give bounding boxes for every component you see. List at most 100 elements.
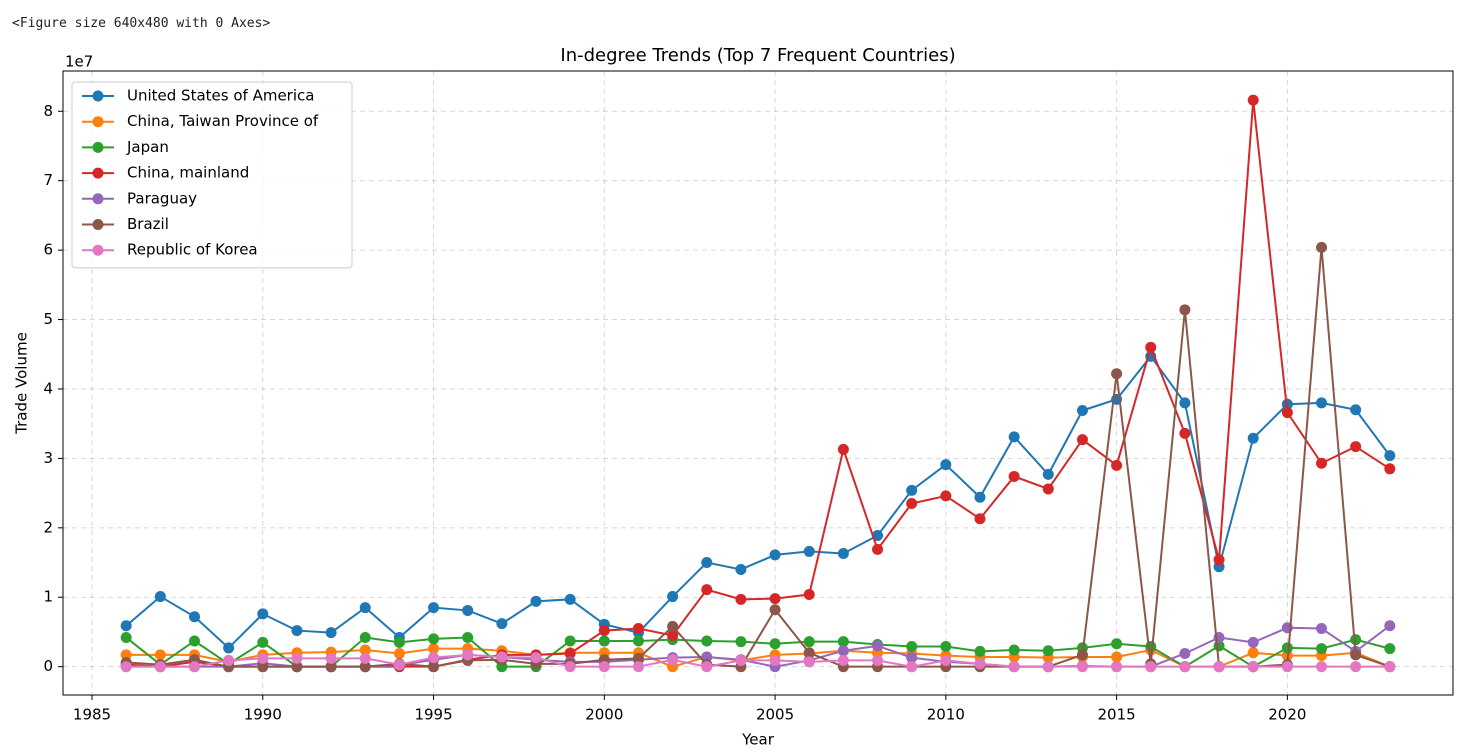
legend-marker	[92, 244, 104, 256]
data-point	[667, 629, 679, 641]
data-point	[1111, 368, 1123, 380]
data-point	[1213, 661, 1225, 673]
data-point	[1179, 397, 1191, 409]
data-point	[428, 633, 440, 645]
data-point	[496, 618, 508, 630]
data-point	[1384, 450, 1396, 462]
data-point	[393, 636, 405, 648]
data-point	[257, 636, 269, 648]
legend-box	[71, 81, 353, 269]
data-point	[359, 652, 371, 664]
data-point	[564, 593, 576, 605]
data-point	[1076, 434, 1088, 446]
data-point	[564, 647, 576, 659]
data-point	[325, 652, 337, 664]
data-point	[188, 661, 200, 673]
data-point	[1247, 94, 1259, 106]
data-point	[257, 608, 269, 620]
data-point	[837, 636, 849, 648]
data-point	[223, 654, 235, 666]
x-tick-label: 1995	[414, 706, 452, 724]
data-point	[803, 588, 815, 600]
data-point	[462, 632, 474, 644]
legend-marker	[92, 116, 104, 128]
notebook-output: <Figure size 640x480 with 0 Axes>	[12, 16, 271, 31]
data-point	[1384, 661, 1396, 673]
data-point	[598, 661, 610, 673]
data-point	[1042, 468, 1054, 480]
data-point	[906, 498, 918, 510]
data-point	[769, 654, 781, 666]
data-point	[1111, 638, 1123, 650]
data-point	[974, 645, 986, 657]
data-point	[701, 635, 713, 647]
data-point	[735, 593, 747, 605]
data-point	[1179, 661, 1191, 673]
series-line	[126, 247, 1391, 668]
data-point	[1179, 304, 1191, 316]
data-point	[1350, 649, 1362, 661]
data-point	[632, 661, 644, 673]
data-point	[906, 484, 918, 496]
data-point	[769, 549, 781, 561]
data-point	[496, 651, 508, 663]
data-point	[1076, 404, 1088, 416]
data-point	[974, 491, 986, 503]
y-tick-label: 2	[43, 518, 53, 536]
data-point	[1247, 661, 1259, 673]
data-point	[906, 652, 918, 664]
data-point	[120, 661, 132, 673]
data-point	[188, 635, 200, 647]
data-point	[1316, 643, 1328, 655]
data-point	[1111, 459, 1123, 471]
data-point	[632, 635, 644, 647]
legend-marker	[92, 90, 104, 102]
y-tick-label: 4	[43, 379, 53, 397]
data-point	[154, 591, 166, 603]
data-point	[872, 654, 884, 666]
data-point	[735, 636, 747, 648]
data-point	[701, 651, 713, 663]
data-point	[598, 625, 610, 637]
data-point	[803, 647, 815, 659]
data-point	[1316, 457, 1328, 469]
data-point	[325, 661, 337, 673]
legend-label: China, mainland	[127, 164, 249, 182]
data-point	[1145, 341, 1157, 353]
data-point	[1076, 649, 1088, 661]
data-point	[837, 443, 849, 455]
data-point	[428, 602, 440, 614]
data-point	[428, 652, 440, 664]
legend-label: Brazil	[127, 215, 169, 233]
data-point	[667, 620, 679, 632]
data-point	[1350, 404, 1362, 416]
data-point	[1384, 620, 1396, 632]
data-point	[1145, 661, 1157, 673]
legend-label: China, Taiwan Province of	[127, 112, 319, 130]
data-point	[701, 557, 713, 569]
data-point	[1350, 634, 1362, 646]
data-point	[803, 636, 815, 648]
data-point	[1008, 644, 1020, 656]
data-point	[359, 602, 371, 614]
data-point	[701, 584, 713, 596]
data-point	[1008, 661, 1020, 673]
x-tick-label: 2000	[585, 706, 623, 724]
data-point	[940, 490, 952, 502]
data-point	[837, 654, 849, 666]
data-point	[393, 647, 405, 659]
data-point	[1111, 661, 1123, 673]
data-point	[735, 654, 747, 666]
data-point	[291, 652, 303, 664]
data-point	[1281, 642, 1293, 654]
data-point	[462, 649, 474, 661]
data-point	[359, 661, 371, 673]
y-tick-label: 3	[43, 449, 53, 467]
data-point	[803, 545, 815, 557]
data-point	[1384, 643, 1396, 655]
data-point	[1316, 397, 1328, 409]
data-point	[667, 654, 679, 666]
data-point	[393, 659, 405, 671]
data-point	[769, 593, 781, 605]
